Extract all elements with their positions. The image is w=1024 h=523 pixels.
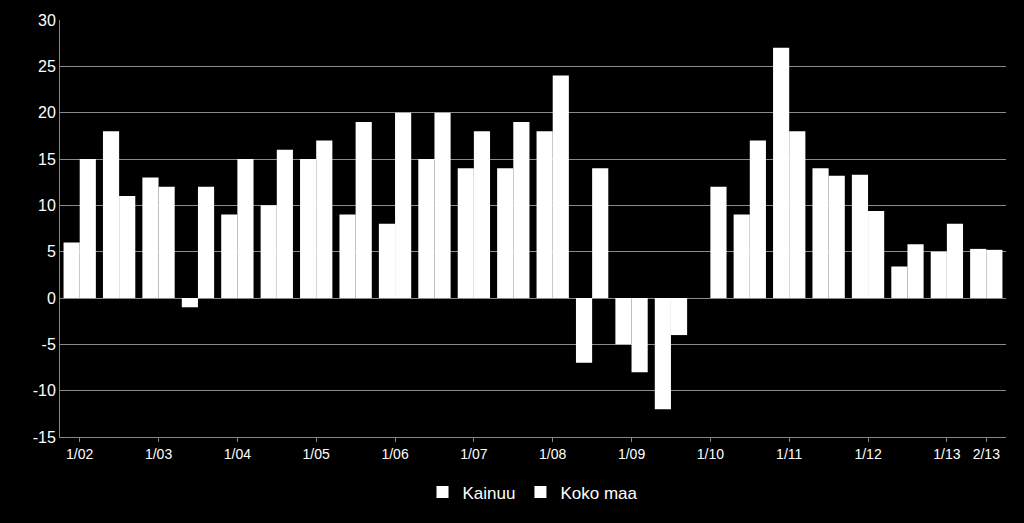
- svg-text:1/02: 1/02: [66, 446, 93, 462]
- svg-text:1/05: 1/05: [303, 446, 330, 462]
- svg-text:1/07: 1/07: [460, 446, 487, 462]
- svg-text:2/13: 2/13: [973, 446, 1000, 462]
- svg-text:1/03: 1/03: [145, 446, 172, 462]
- svg-text:25: 25: [38, 58, 56, 75]
- svg-text:1/13: 1/13: [933, 446, 960, 462]
- svg-text:1/08: 1/08: [539, 446, 566, 462]
- svg-text:20: 20: [38, 104, 56, 121]
- svg-text:-15: -15: [33, 429, 56, 446]
- svg-text:Koko maa: Koko maa: [560, 484, 637, 503]
- svg-text:1/06: 1/06: [381, 446, 408, 462]
- svg-text:1/09: 1/09: [618, 446, 645, 462]
- svg-text:1/04: 1/04: [224, 446, 251, 462]
- svg-text:30: 30: [38, 12, 56, 29]
- svg-text:-5: -5: [42, 336, 56, 353]
- svg-text:1/10: 1/10: [697, 446, 724, 462]
- svg-text:1/11: 1/11: [776, 446, 802, 462]
- svg-text:10: 10: [38, 197, 56, 214]
- svg-text:-10: -10: [33, 382, 56, 399]
- svg-text:1/12: 1/12: [854, 446, 881, 462]
- svg-text:5: 5: [47, 243, 56, 260]
- svg-text:15: 15: [38, 151, 56, 168]
- svg-text:0: 0: [47, 290, 56, 307]
- svg-text:Kainuu: Kainuu: [463, 484, 516, 503]
